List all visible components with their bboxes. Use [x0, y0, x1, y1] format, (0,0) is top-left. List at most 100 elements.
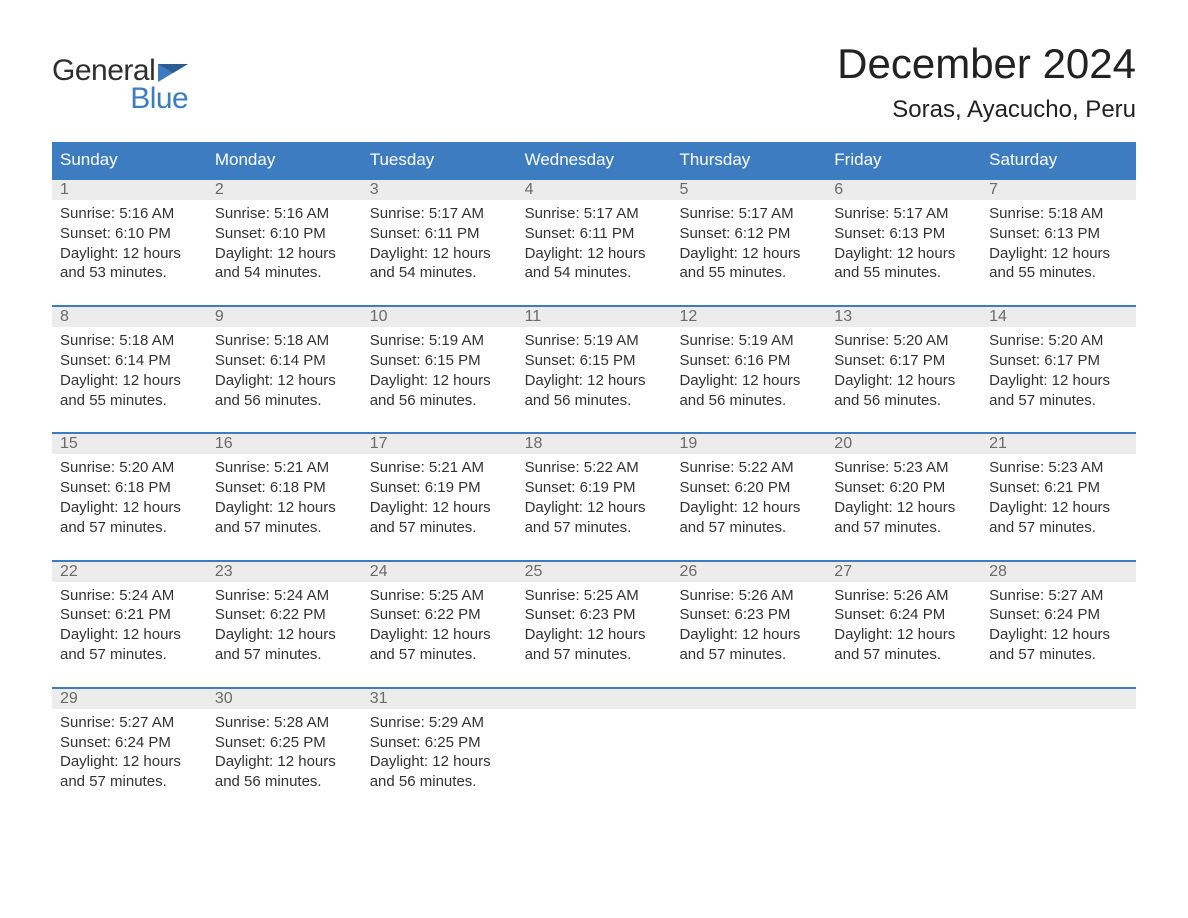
- day-cell: Sunrise: 5:22 AMSunset: 6:19 PMDaylight:…: [517, 454, 672, 559]
- daylight-line: Daylight: 12 hours and 57 minutes.: [679, 625, 818, 665]
- sunrise-line: Sunrise: 5:20 AM: [834, 331, 973, 351]
- sunrise-line: Sunrise: 5:20 AM: [60, 458, 199, 478]
- sunset-line: Sunset: 6:14 PM: [215, 351, 354, 371]
- daylight-line: Daylight: 12 hours and 57 minutes.: [989, 498, 1128, 538]
- sunset-line: Sunset: 6:22 PM: [215, 605, 354, 625]
- sunrise-line: Sunrise: 5:20 AM: [989, 331, 1128, 351]
- day-number: 12: [671, 307, 826, 327]
- sunset-line: Sunset: 6:24 PM: [60, 733, 199, 753]
- sunset-line: Sunset: 6:20 PM: [679, 478, 818, 498]
- daylight-line: Daylight: 12 hours and 57 minutes.: [60, 752, 199, 792]
- sunset-line: Sunset: 6:14 PM: [60, 351, 199, 371]
- day-number: 24: [362, 562, 517, 582]
- daylight-line: Daylight: 12 hours and 55 minutes.: [989, 244, 1128, 284]
- day-cell: Sunrise: 5:29 AMSunset: 6:25 PMDaylight:…: [362, 709, 517, 814]
- day-number-strip: 891011121314: [52, 307, 1136, 327]
- daylight-line: Daylight: 12 hours and 57 minutes.: [525, 498, 664, 538]
- calendar-week-row: 15161718192021 Sunrise: 5:20 AM Sunset: 6:…: [52, 432, 1136, 559]
- day-content-strip: Sunrise: 5:27 AMSunset: 6:24 PMDaylight:…: [52, 709, 1136, 814]
- sunset-line: Sunset: 6:13 PM: [989, 224, 1128, 244]
- sunset-line: Sunset: 6:20 PM: [834, 478, 973, 498]
- brand-logo: General Blue: [52, 54, 188, 116]
- daylight-line: Daylight: 12 hours and 57 minutes.: [370, 625, 509, 665]
- day-number-strip: 293031: [52, 689, 1136, 709]
- sunset-line: Sunset: 6:18 PM: [215, 478, 354, 498]
- sunrise-line: Sunrise: 5:24 AM: [215, 586, 354, 606]
- sunset-line: Sunset: 6:21 PM: [60, 605, 199, 625]
- sunrise-line: Sunrise: 5:17 AM: [679, 204, 818, 224]
- day-number: 13: [826, 307, 981, 327]
- sunrise-line: Sunrise: 5:16 AM: [60, 204, 199, 224]
- day-number: 30: [207, 689, 362, 709]
- day-number: 6: [826, 180, 981, 200]
- day-cell: Sunrise: 5:24 AMSunset: 6:21 PMDaylight:…: [52, 582, 207, 687]
- day-number: [826, 689, 981, 709]
- day-number: 21: [981, 434, 1136, 454]
- daylight-line: Daylight: 12 hours and 57 minutes.: [60, 498, 199, 538]
- day-cell: Sunrise: 5:17 AMSunset: 6:12 PMDaylight:…: [671, 200, 826, 305]
- day-number: 4: [517, 180, 672, 200]
- daylight-line: Daylight: 12 hours and 57 minutes.: [215, 498, 354, 538]
- day-cell: Sunrise: 5:17 AMSunset: 6:13 PMDaylight:…: [826, 200, 981, 305]
- sunrise-line: Sunrise: 5:29 AM: [370, 713, 509, 733]
- calendar-week-row: 1234567Sunrise: 5:16 AMSunset: 6:10 PMDa…: [52, 178, 1136, 305]
- day-cell: Sunrise: 5:17 AMSunset: 6:11 PMDaylight:…: [362, 200, 517, 305]
- day-cell: Sunrise: 5:23 AMSunset: 6:20 PMDaylight:…: [826, 454, 981, 559]
- day-number: 26: [671, 562, 826, 582]
- sunrise-line: Sunrise: 5:25 AM: [525, 586, 664, 606]
- day-cell: Sunrise: 5:23 AMSunset: 6:21 PMDaylight:…: [981, 454, 1136, 559]
- day-content-strip: Sunrise: 5:20 AMSunset: 6:18 PMDaylight:…: [52, 454, 1136, 559]
- day-number: 27: [826, 562, 981, 582]
- sunset-line: Sunset: 6:22 PM: [370, 605, 509, 625]
- calendar-week-row: 891011121314Sunrise: 5:18 AMSunset: 6:14…: [52, 305, 1136, 432]
- calendar-week-row: 293031Sunrise: 5:27 AMSunset: 6:24 PMDay…: [52, 687, 1136, 814]
- sunrise-line: Sunrise: 5:21 AM: [215, 458, 354, 478]
- day-cell: [671, 709, 826, 814]
- day-cell: Sunrise: 5:25 AMSunset: 6:22 PMDaylight:…: [362, 582, 517, 687]
- sunset-line: Sunset: 6:10 PM: [215, 224, 354, 244]
- day-cell: Sunrise: 5:28 AMSunset: 6:25 PMDaylight:…: [207, 709, 362, 814]
- day-number: [981, 689, 1136, 709]
- calendar-week-row: 22232425262728Sunrise: 5:24 AMSunset: 6:…: [52, 560, 1136, 687]
- day-number: 5: [671, 180, 826, 200]
- sunrise-line: Sunrise: 5:28 AM: [215, 713, 354, 733]
- day-header: Saturday: [981, 142, 1136, 178]
- daylight-line: Daylight: 12 hours and 57 minutes.: [215, 625, 354, 665]
- day-cell: Sunrise: 5:19 AMSunset: 6:15 PMDaylight:…: [517, 327, 672, 432]
- sunset-line: Sunset: 6:15 PM: [525, 351, 664, 371]
- sunset-line: Sunset: 6:17 PM: [989, 351, 1128, 371]
- logo-blue-text: Blue: [130, 82, 188, 116]
- day-cell: Sunrise: 5:20 AMSunset: 6:17 PMDaylight:…: [981, 327, 1136, 432]
- day-number: 20: [826, 434, 981, 454]
- sunset-line: Sunset: 6:24 PM: [834, 605, 973, 625]
- calendar-header-row: SundayMondayTuesdayWednesdayThursdayFrid…: [52, 142, 1136, 178]
- daylight-line: Daylight: 12 hours and 56 minutes.: [834, 371, 973, 411]
- day-number: 31: [362, 689, 517, 709]
- day-number: 25: [517, 562, 672, 582]
- day-header: Wednesday: [517, 142, 672, 178]
- day-cell: Sunrise: 5:21 AMSunset: 6:19 PMDaylight:…: [362, 454, 517, 559]
- day-cell: [826, 709, 981, 814]
- day-cell: Sunrise: 5:18 AMSunset: 6:14 PMDaylight:…: [207, 327, 362, 432]
- day-number: 17: [362, 434, 517, 454]
- day-number-strip: 15161718192021: [52, 434, 1136, 454]
- sunset-line: Sunset: 6:23 PM: [525, 605, 664, 625]
- day-cell: Sunrise: 5:16 AMSunset: 6:10 PMDaylight:…: [52, 200, 207, 305]
- day-number: 8: [52, 307, 207, 327]
- day-number: 1: [52, 180, 207, 200]
- day-cell: Sunrise: 5:25 AMSunset: 6:23 PMDaylight:…: [517, 582, 672, 687]
- sunrise-line: Sunrise: 5:16 AM: [215, 204, 354, 224]
- daylight-line: Daylight: 12 hours and 57 minutes.: [60, 625, 199, 665]
- daylight-line: Daylight: 12 hours and 56 minutes.: [370, 752, 509, 792]
- day-number: 2: [207, 180, 362, 200]
- daylight-line: Daylight: 12 hours and 55 minutes.: [60, 371, 199, 411]
- daylight-line: Daylight: 12 hours and 54 minutes.: [370, 244, 509, 284]
- day-cell: [981, 709, 1136, 814]
- sunrise-line: Sunrise: 5:23 AM: [834, 458, 973, 478]
- sunset-line: Sunset: 6:10 PM: [60, 224, 199, 244]
- sunset-line: Sunset: 6:13 PM: [834, 224, 973, 244]
- day-content-strip: Sunrise: 5:24 AMSunset: 6:21 PMDaylight:…: [52, 582, 1136, 687]
- day-header: Thursday: [671, 142, 826, 178]
- sunrise-line: Sunrise: 5:19 AM: [370, 331, 509, 351]
- calendar-body: 1234567Sunrise: 5:16 AMSunset: 6:10 PMDa…: [52, 178, 1136, 814]
